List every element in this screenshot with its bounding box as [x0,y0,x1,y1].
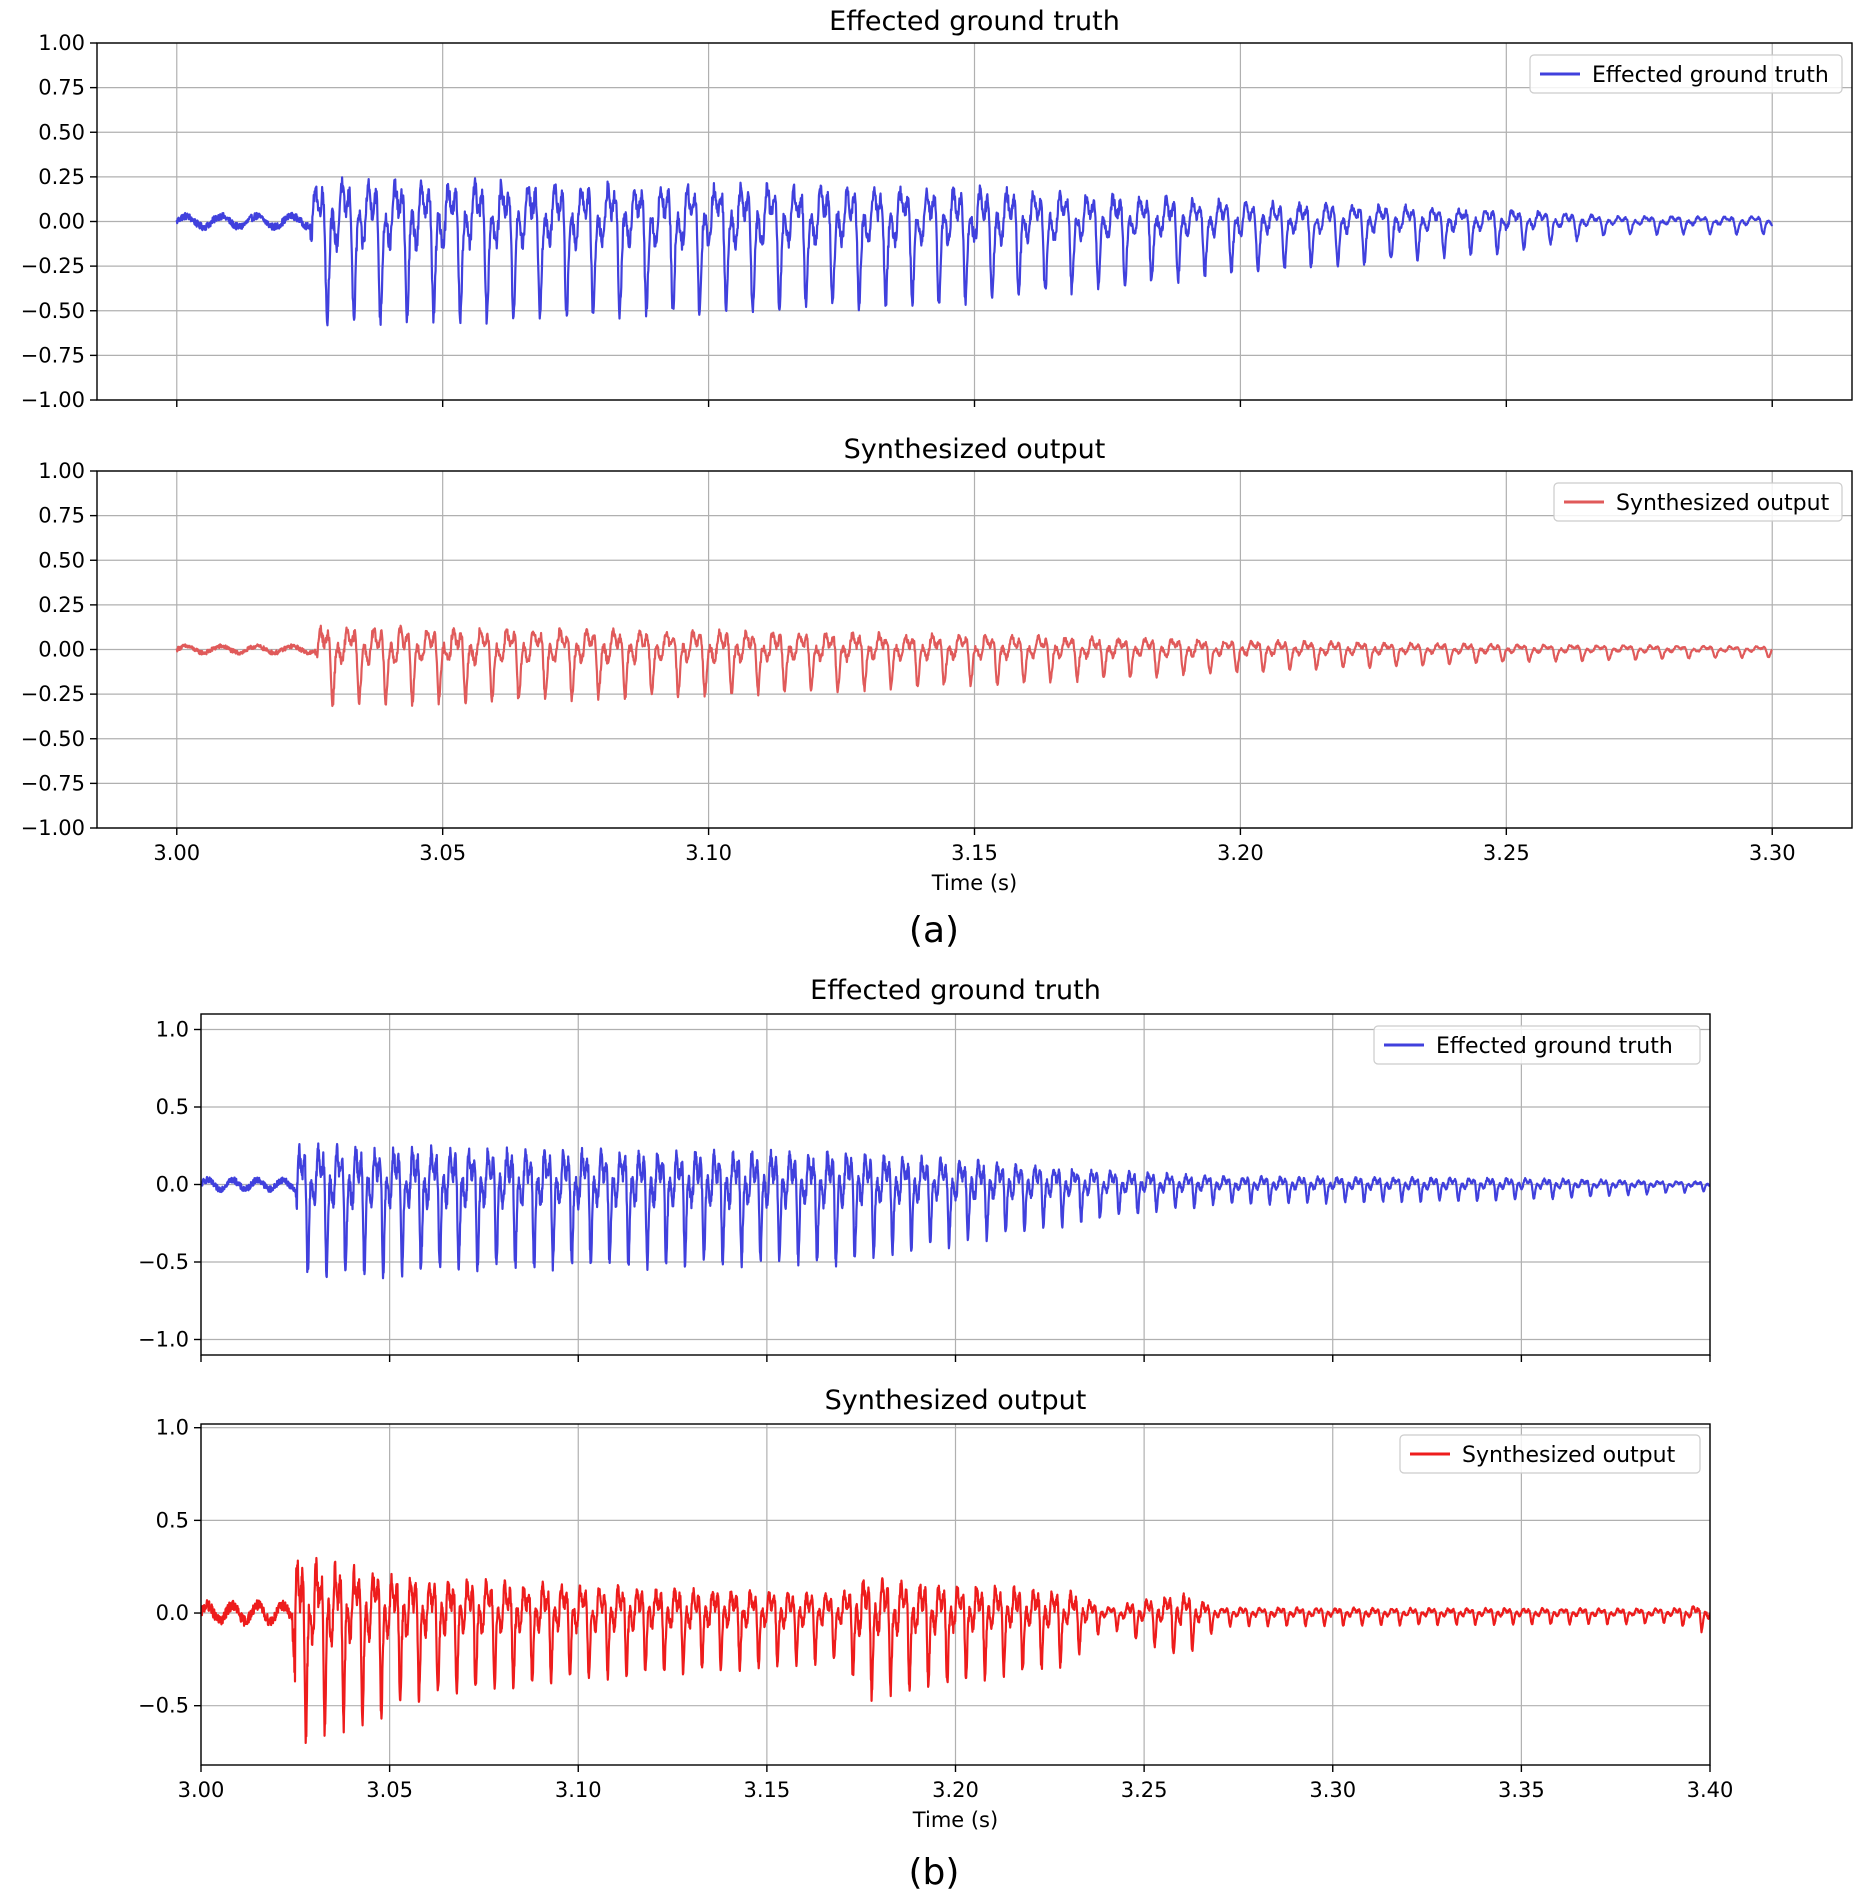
y-tick-label: −1.00 [21,816,85,840]
plot-frame [200,1423,1711,1766]
series-line [175,176,1774,327]
y-tick-label: −0.75 [21,343,85,367]
x-tick-label: 3.30 [1749,841,1796,865]
x-tick-label: 3.00 [153,841,200,865]
x-tick-label: 3.30 [1309,1778,1356,1802]
y-tick-label: 0.5 [156,1508,189,1532]
y-tick-label: 0.75 [38,76,85,100]
series-line [201,1142,1710,1280]
y-tick-label: 0.75 [38,504,85,528]
x-tick-label: 3.10 [555,1778,602,1802]
x-tick-label: 3.05 [366,1778,413,1802]
x-tick-label: 3.35 [1498,1778,1545,1802]
y-tick-label: 1.0 [156,1018,189,1042]
y-tick-label: 1.00 [38,459,85,483]
legend-box [1529,54,1843,94]
x-tick-label: 3.10 [685,841,732,865]
panel-b-synthesized-output: Synthesized output 3.00 3.05 3.10 3.15 3.20 3.… [138,1385,1733,1832]
x-tick-label: 3.00 [178,1778,225,1802]
y-tick-label: −0.5 [138,1694,189,1718]
legend-box [1373,1025,1701,1065]
chart-title: Synthesized output [825,1385,1087,1416]
legend-label: Synthesized output [1616,491,1830,516]
y-tick-label: 0.00 [38,210,85,234]
caption-a: (a) [909,910,959,951]
y-tick-label: 0.5 [156,1095,189,1119]
plot-frame [200,1013,1711,1356]
legend-label: Effected ground truth [1436,1034,1673,1059]
x-tick-label: 3.25 [1483,841,1530,865]
chart-title: Synthesized output [844,434,1106,465]
y-tick-label: 0.25 [38,593,85,617]
x-axis-label: Time (s) [931,871,1017,895]
y-tick-label: −1.0 [138,1328,189,1352]
legend-box [1553,482,1843,522]
series-line [201,1556,1710,1745]
y-tick-label: −0.25 [21,682,85,706]
chart-title: Effected ground truth [810,975,1101,1006]
y-tick-label: 0.0 [156,1173,189,1197]
y-tick-label: 1.00 [38,31,85,55]
panel-a-effected-ground-truth: Effected ground truth 1.00 0.75 0.50 0.25 0.0… [21,6,1853,412]
panel-a-synthesized-output: Synthesized output 3.00 3.05 3.10 3.15 3.20 3.… [21,434,1853,895]
y-tick-label: 1.0 [156,1416,189,1440]
legend-label: Effected ground truth [1592,63,1829,88]
y-tick-label: −0.50 [21,727,85,751]
x-axis-label: Time (s) [912,1808,998,1832]
chart-title: Effected ground truth [829,6,1120,37]
legend-box [1399,1434,1701,1474]
x-tick-label: 3.25 [1121,1778,1168,1802]
x-tick-label: 3.20 [932,1778,979,1802]
plot-frame [96,42,1853,401]
y-tick-label: 0.00 [38,638,85,662]
y-tick-label: 0.50 [38,120,85,144]
y-tick-label: −0.50 [21,299,85,323]
x-tick-label: 3.15 [951,841,998,865]
y-tick-label: −0.25 [21,254,85,278]
y-tick-label: 0.50 [38,548,85,572]
panel-b-effected-ground-truth: Effected ground truth 1.0 0.5 0.0 −0.5 −1.0 Ef… [138,975,1711,1362]
caption-b: (b) [909,1852,960,1893]
legend-label: Synthesized output [1462,1443,1676,1468]
x-tick-label: 3.20 [1217,841,1264,865]
y-tick-label: −0.75 [21,771,85,795]
x-tick-label: 3.05 [419,841,466,865]
x-tick-label: 3.15 [743,1778,790,1802]
y-tick-label: 0.25 [38,165,85,189]
y-tick-label: 0.0 [156,1601,189,1625]
series-line [175,624,1773,708]
y-tick-label: −0.5 [138,1250,189,1274]
plot-frame [96,470,1853,829]
x-tick-label: 3.40 [1687,1778,1734,1802]
y-tick-label: −1.00 [21,388,85,412]
